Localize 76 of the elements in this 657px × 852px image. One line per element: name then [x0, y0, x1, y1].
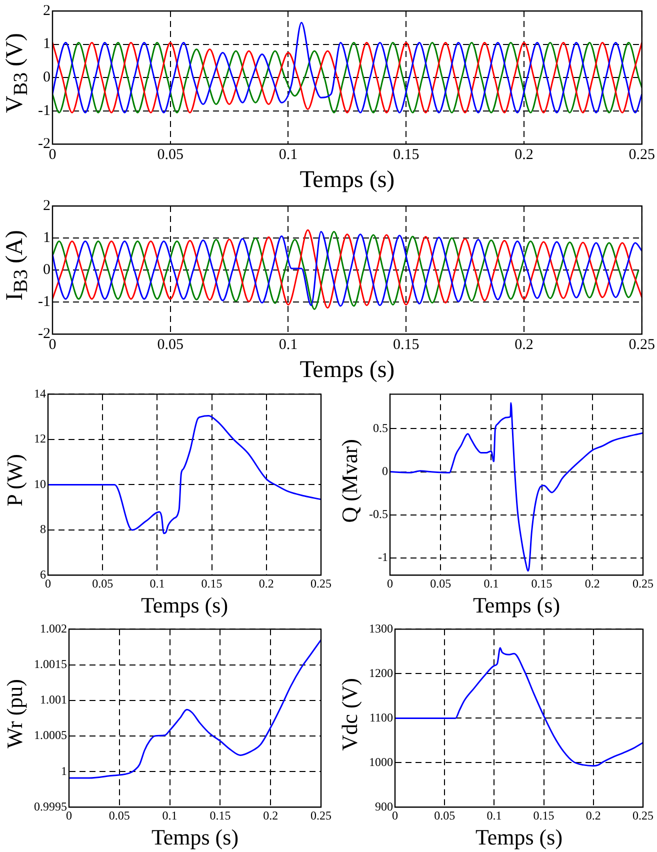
- x-tick-label: 0.05: [157, 147, 184, 164]
- x-tick-label: 0.2: [514, 147, 534, 164]
- y-tick-label: 14: [34, 386, 46, 400]
- y-tick-label: -0.5: [368, 507, 388, 522]
- y-tick-label: 1200: [369, 666, 393, 680]
- y-axis-title: Vdc (V): [337, 678, 363, 750]
- x-axis-title: Temps (s): [151, 824, 239, 850]
- y-tick-label: 0: [382, 464, 388, 478]
- y-tick-label: 10: [34, 476, 46, 491]
- y-tick-label: -1: [38, 102, 50, 119]
- y-tick-label: 0: [42, 70, 50, 86]
- x-tick-label: 0.1: [162, 808, 178, 823]
- x-tick-label: 0.15: [393, 147, 420, 164]
- line-series: [390, 402, 643, 572]
- x-tick-label: 0.2: [584, 576, 600, 591]
- line-series: [52, 22, 642, 114]
- y-axis-title: Wr (pu): [2, 679, 28, 749]
- y-tick-label: 0.5: [372, 420, 388, 435]
- y-tick-label: 1: [42, 36, 50, 52]
- line-series: [52, 42, 642, 114]
- y-tick-label: 2: [42, 198, 50, 214]
- x-tick-label: 0.1: [278, 147, 298, 164]
- y-tick-label: -1: [378, 550, 388, 564]
- x-tick-label: 0.1: [150, 576, 165, 591]
- x-tick-label: 0.2: [586, 808, 601, 823]
- x-tick-label: 0.1: [486, 808, 502, 823]
- line-series: [395, 647, 643, 767]
- y-tick-label: 2: [42, 2, 50, 19]
- y-tick-label: -1: [38, 294, 50, 310]
- line-series: [69, 639, 321, 779]
- y-tick-label: 1300: [369, 621, 393, 636]
- x-axis-title: Temps (s): [300, 356, 395, 383]
- x-axis-title: Temps (s): [475, 824, 563, 850]
- x-tick-label: 0.05: [157, 337, 184, 354]
- x-tick-label: 0.25: [628, 147, 655, 164]
- x-tick-label: 0.15: [533, 808, 554, 823]
- y-tick-label: 0.9995: [34, 799, 67, 814]
- x-tick-label: 0.15: [393, 337, 420, 354]
- x-tick-label: 0.25: [632, 808, 654, 823]
- x-tick-label: 0.05: [434, 808, 456, 823]
- y-axis-title: P (W): [2, 454, 28, 507]
- y-tick-label: 1: [42, 230, 50, 246]
- x-tick-label: 0.1: [278, 337, 298, 354]
- y-tick-label: 1.0005: [34, 728, 67, 742]
- x-axis-title: Temps (s): [300, 166, 395, 193]
- y-tick-label: 1000: [369, 754, 393, 769]
- x-tick-label: 0.25: [632, 576, 654, 591]
- line-series: [48, 414, 321, 534]
- x-tick-label: 0.05: [108, 808, 130, 823]
- x-axis-title: Temps (s): [472, 592, 560, 618]
- x-tick-label: 0.05: [430, 576, 452, 591]
- x-tick-label: 0.25: [310, 576, 332, 591]
- x-axis-title: Temps (s): [140, 592, 228, 618]
- x-tick-label: 0.15: [531, 576, 552, 591]
- x-tick-label: 0.25: [310, 808, 332, 823]
- y-tick-label: 1100: [369, 710, 393, 724]
- y-tick-label: 1: [61, 764, 67, 778]
- x-tick-label: 0.2: [258, 576, 274, 591]
- x-tick-label: 0.05: [92, 576, 114, 591]
- x-tick-label: 0.1: [484, 576, 499, 591]
- x-tick-label: 0.2: [263, 808, 278, 823]
- x-tick-label: 0.15: [210, 808, 231, 823]
- y-tick-label: 1.002: [40, 621, 67, 636]
- y-tick-label: 1.0015: [34, 656, 67, 671]
- y-tick-label: 1.001: [40, 692, 67, 707]
- y-tick-label: -2: [38, 326, 50, 342]
- y-tick-label: 12: [34, 432, 46, 446]
- x-tick-label: 0.25: [628, 337, 655, 354]
- y-tick-label: -2: [38, 136, 50, 152]
- y-axis-title: Q (Mvar): [337, 438, 363, 522]
- x-tick-label: 0.15: [201, 576, 222, 591]
- y-tick-label: 6: [40, 567, 46, 582]
- y-tick-label: 0: [42, 262, 50, 278]
- x-tick-label: 0.2: [514, 337, 534, 354]
- y-tick-label: 8: [40, 522, 46, 536]
- y-tick-label: 900: [375, 799, 393, 814]
